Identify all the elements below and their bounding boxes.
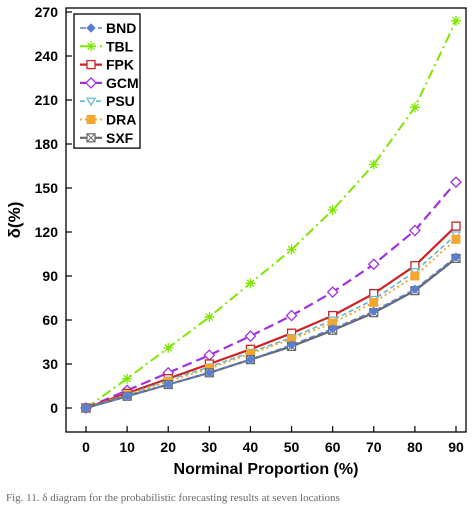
legend-label-bnd: BND: [106, 20, 136, 36]
y-tick-label-90: 90: [42, 268, 58, 284]
point-tbl-90: [451, 15, 461, 26]
series-line-psu: [85, 234, 457, 409]
series-line-fpk: [85, 225, 457, 410]
point-gcm-60: [326, 286, 339, 299]
y-tick-label-180: 180: [35, 136, 59, 152]
point-bnd-40: [245, 354, 256, 365]
legend-marker-psu: [85, 97, 97, 107]
point-gcm-90: [450, 176, 462, 189]
legend-marker-fpk: [86, 59, 96, 70]
legend-marker-sxf-cross: [86, 133, 96, 143]
point-bnd-10: [122, 391, 132, 401]
legend-marker-gcm: [85, 76, 97, 89]
legend: BND TBL FPK GCM PSU DRA SXF: [73, 13, 141, 149]
series-line-tbl: [85, 20, 457, 409]
legend-item-psu: PSU: [80, 93, 135, 109]
legend-label-psu: PSU: [106, 93, 135, 109]
series-line-dra: [85, 238, 457, 409]
legend-label-fpk: FPK: [106, 57, 134, 73]
point-tbl-10: [122, 373, 133, 384]
point-tbl-30: [204, 312, 215, 323]
point-gcm-70: [367, 258, 380, 271]
point-bnd-30: [204, 368, 215, 378]
legend-item-dra: DRA: [80, 112, 136, 128]
legend-item-tbl: TBL: [80, 38, 134, 54]
point-tbl-40: [245, 278, 256, 289]
point-bnd-90: [451, 252, 461, 262]
point-tbl-60: [327, 205, 338, 215]
point-dra-80: [410, 271, 420, 281]
x-tick-label-60: 60: [325, 439, 341, 455]
point-gcm-80: [408, 224, 421, 237]
point-bnd-50: [286, 340, 297, 350]
x-tick-label-10: 10: [119, 439, 135, 455]
x-tick-label-80: 80: [407, 439, 423, 455]
point-bnd-70: [369, 306, 379, 316]
series-dra: [81, 234, 461, 413]
legend-label-sxf: SXF: [106, 130, 134, 146]
point-tbl-70: [368, 159, 379, 170]
point-dra-90: [451, 234, 461, 244]
series-line-gcm: [85, 181, 457, 410]
y-tick-label-240: 240: [35, 48, 59, 64]
point-bnd-20: [163, 379, 173, 390]
legend-label-tbl: TBL: [106, 38, 134, 54]
x-tick-label-90: 90: [448, 439, 464, 455]
point-dra-70: [369, 297, 379, 307]
y-tick-label-0: 0: [50, 400, 58, 416]
x-tick-label-20: 20: [160, 439, 176, 455]
point-tbl-80: [409, 102, 420, 113]
x-axis-label: Norminal Proportion (%): [174, 461, 359, 478]
point-tbl-50: [286, 244, 297, 255]
x-tick-label-30: 30: [202, 439, 218, 455]
series-fpk: [81, 221, 461, 413]
plot-frame: [65, 7, 467, 433]
point-gcm-50: [285, 309, 298, 322]
series-bnd: [81, 252, 461, 413]
y-tick-label-60: 60: [42, 312, 58, 328]
x-tick-label-0: 0: [82, 439, 90, 455]
point-gcm-30: [203, 349, 216, 362]
legend-item-gcm: GCM: [80, 75, 139, 91]
x-tick-label-50: 50: [284, 439, 300, 455]
series-psu: [80, 231, 462, 414]
y-tick-label-210: 210: [35, 92, 59, 108]
point-bnd-60: [327, 324, 338, 334]
legend-item-fpk: FPK: [80, 57, 134, 73]
y-axis-label: δ(%): [5, 202, 24, 239]
x-tick-label-40: 40: [243, 439, 259, 455]
legend-box: [73, 13, 141, 149]
y-tick-label-30: 30: [42, 356, 58, 372]
legend-marker-tbl: [86, 41, 96, 52]
y-tick-label-270: 270: [35, 4, 59, 20]
legend-item-sxf: SXF: [80, 130, 134, 146]
legend-label-dra: DRA: [106, 112, 136, 128]
figure-caption: Fig. 11. δ diagram for the probabilistic…: [6, 492, 340, 504]
point-bnd-0: [81, 403, 91, 413]
y-tick-label-150: 150: [35, 180, 59, 196]
x-tick-label-70: 70: [366, 439, 382, 455]
point-gcm-40: [244, 330, 257, 343]
legend-label-gcm: GCM: [106, 75, 139, 91]
legend-item-bnd: BND: [80, 20, 136, 36]
legend-marker-sxf: [86, 133, 96, 143]
series-line-bnd: [85, 256, 457, 409]
point-tbl-20: [163, 342, 174, 353]
y-tick-label-120: 120: [35, 224, 59, 240]
legend-marker-bnd: [86, 23, 96, 33]
point-fpk-90: [451, 221, 461, 231]
legend-marker-dra: [86, 115, 96, 124]
point-bnd-80: [410, 284, 420, 294]
